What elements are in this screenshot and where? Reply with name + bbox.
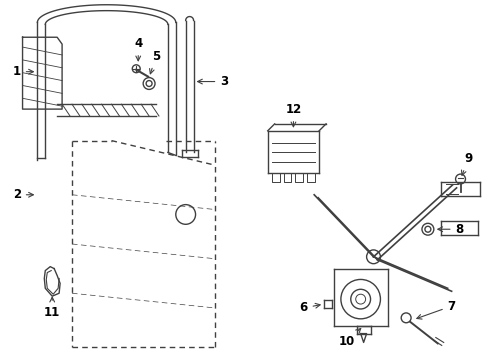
Text: 5: 5 [149,50,160,74]
Text: 3: 3 [197,75,228,88]
Text: 1: 1 [13,65,33,78]
Text: 9: 9 [461,152,471,175]
Text: 11: 11 [44,297,60,319]
Text: 8: 8 [437,223,463,236]
Text: 7: 7 [416,300,455,319]
Text: 10: 10 [338,329,360,348]
Text: 4: 4 [134,37,142,61]
Text: 6: 6 [299,301,320,315]
Text: 2: 2 [13,188,33,201]
Text: 12: 12 [285,103,301,127]
